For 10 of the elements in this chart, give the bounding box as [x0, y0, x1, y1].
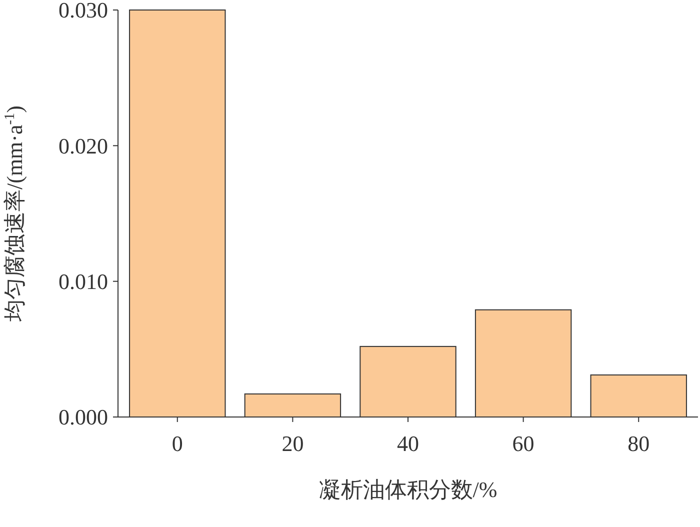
x-tick-label: 60 [512, 431, 534, 456]
y-tick-label: 0.000 [58, 404, 108, 430]
x-tick-label: 40 [397, 431, 419, 456]
x-tick-label: 80 [628, 431, 650, 456]
y-tick-label: 0.020 [58, 133, 108, 158]
y-tick-label: 0.030 [58, 0, 108, 23]
y-tick-label: 0.010 [58, 269, 108, 294]
x-axis-title: 凝析油体积分数/% [318, 477, 498, 502]
x-tick-label: 0 [172, 431, 183, 456]
x-tick-label: 20 [282, 431, 304, 456]
